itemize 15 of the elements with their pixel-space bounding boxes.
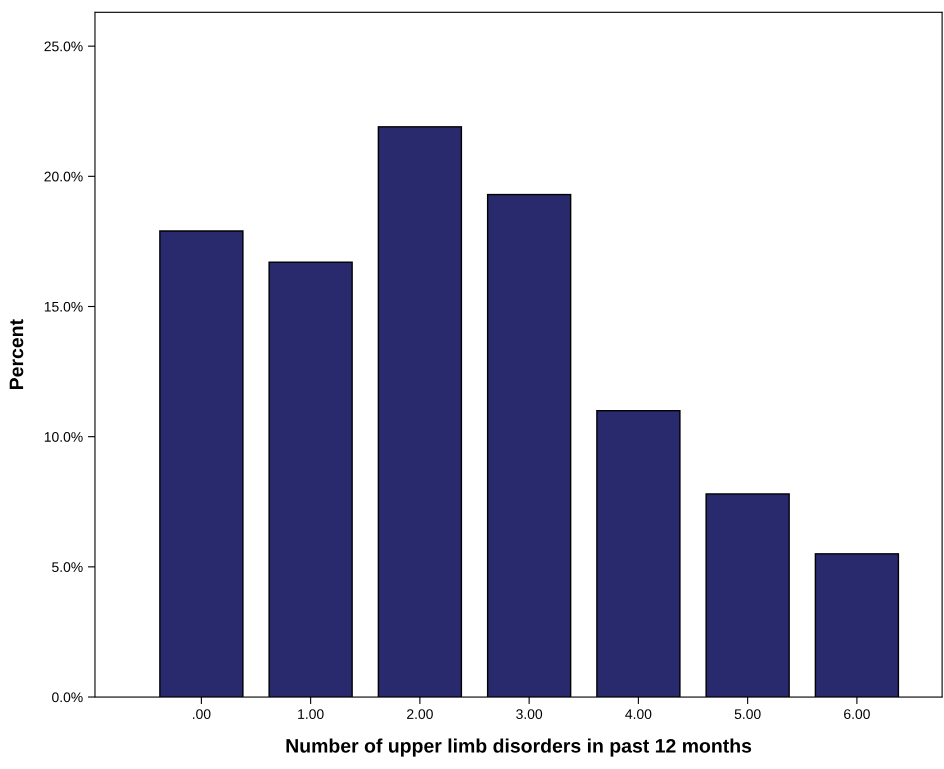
y-tick-label: 5.0% xyxy=(52,562,83,572)
x-axis-title: Number of upper limb disorders in past 12 months xyxy=(286,738,752,757)
y-tick-label: 20.0% xyxy=(44,172,83,182)
y-tick-label: 0.0% xyxy=(52,692,83,702)
x-tick-label: 2.00 xyxy=(407,709,433,720)
x-tick-label: 1.00 xyxy=(298,709,324,720)
y-tick-label: 15.0% xyxy=(44,302,83,312)
y-tick-label: 10.0% xyxy=(44,432,83,442)
x-tick-label: 5.00 xyxy=(734,709,761,720)
y-tick-label: 25.0% xyxy=(44,41,83,52)
x-tick-label: 6.00 xyxy=(844,709,870,720)
x-tick-label: .00 xyxy=(192,709,210,720)
x-tick-label: 4.00 xyxy=(625,709,652,720)
x-tick-label: 3.00 xyxy=(516,709,542,720)
y-axis-title: Percent xyxy=(10,319,24,390)
